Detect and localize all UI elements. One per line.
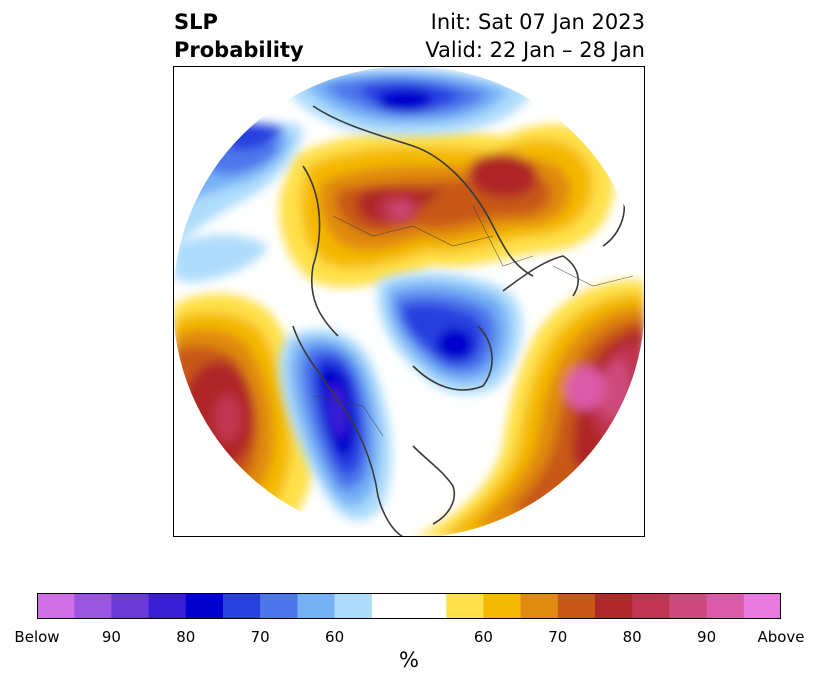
colorbar-cell — [74, 593, 112, 619]
colorbar-tick-label: Above — [757, 628, 805, 646]
colorbar-tick-label: 90 — [101, 628, 121, 646]
colorbar-unit-label: % — [399, 648, 419, 672]
colorbar-tick-label: 70 — [548, 628, 568, 646]
valid-range-label: Valid: 22 Jan – 28 Jan — [425, 38, 645, 62]
colorbar-cell — [743, 593, 781, 619]
colorbar-tick-label: 70 — [250, 628, 270, 646]
colorbar-cell — [260, 593, 298, 619]
init-date-label: Init: Sat 07 Jan 2023 — [430, 10, 645, 34]
colorbar-cell — [557, 593, 596, 619]
colorbar-cell — [520, 593, 559, 619]
colorbar-tick-label: 60 — [325, 628, 345, 646]
probability-map — [173, 66, 645, 537]
colorbar-cell — [297, 593, 336, 619]
colorbar-cell — [223, 593, 261, 619]
colorbar-border — [37, 593, 781, 619]
colorbar-cell — [371, 593, 410, 619]
colorbar-cell — [148, 593, 187, 619]
colorbar-cell — [706, 593, 745, 619]
colorbar-tick-label: 90 — [697, 628, 717, 646]
colorbar-cell — [37, 593, 75, 619]
negative-anomaly-arctic-siberia — [283, 67, 533, 137]
positive-anomaly-russia — [279, 124, 614, 288]
colorbar-tick-label: 80 — [176, 628, 196, 646]
colorbar-cell — [483, 593, 522, 619]
colorbar — [37, 593, 781, 619]
colorbar-tick-label: Below — [14, 628, 60, 646]
anomaly-field — [173, 66, 645, 537]
colorbar-cell — [185, 593, 224, 619]
map-panel — [173, 66, 645, 537]
title-block-left: SLP Probability — [174, 8, 304, 64]
colorbar-cell — [334, 593, 373, 619]
negative-anomaly-greenland — [377, 272, 523, 395]
colorbar-cell — [669, 593, 708, 619]
colorbar-cell — [111, 593, 150, 619]
negative-anomaly-north-america — [278, 329, 392, 521]
colorbar-cell — [409, 593, 447, 619]
colorbar-tick-label: 60 — [473, 628, 493, 646]
colorbar-tick-label: 80 — [622, 628, 642, 646]
map-border — [173, 66, 645, 537]
colorbar-cell — [446, 593, 484, 619]
colorbar-cell — [632, 593, 670, 619]
colorbar-cell — [595, 593, 633, 619]
chart-title-variable: SLP — [174, 10, 218, 34]
colorbar-cells — [37, 593, 781, 619]
chart-title-type: Probability — [174, 38, 304, 62]
title-block-right: Init: Sat 07 Jan 2023 Valid: 22 Jan – 28… — [425, 8, 645, 64]
country-borders — [312, 205, 634, 437]
